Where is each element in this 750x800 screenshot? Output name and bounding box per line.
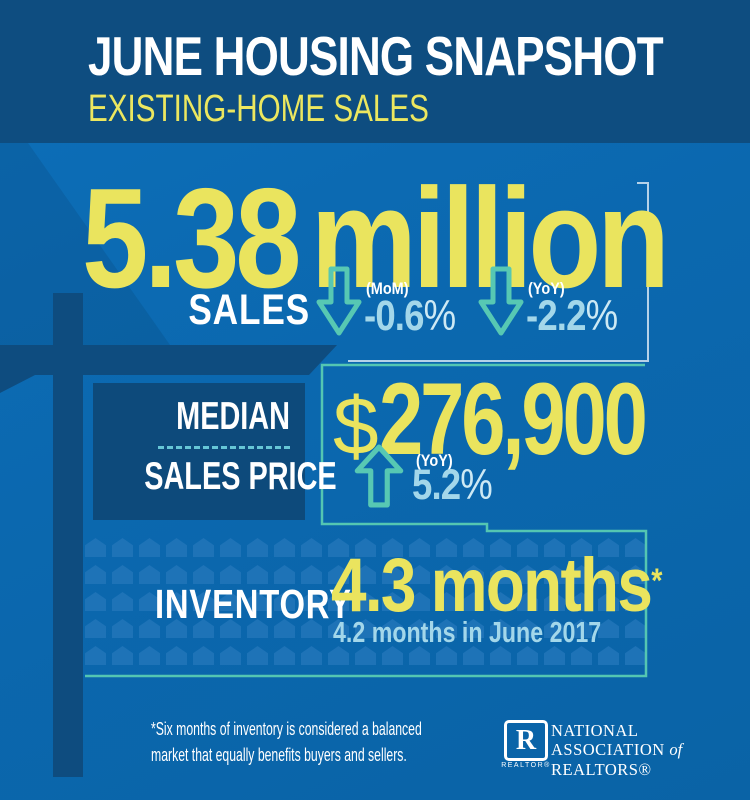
median-price-card: MEDIAN SALES PRICE — [93, 383, 337, 520]
house-icon — [85, 592, 106, 611]
median-yoy-number: 5.2 — [412, 461, 461, 509]
page-title: JUNE HOUSING SNAPSHOT — [88, 25, 664, 87]
house-icon — [301, 538, 322, 557]
realtor-logo-caption: REALTOR® — [501, 762, 551, 769]
house-icon — [139, 646, 160, 665]
house-icon — [112, 646, 133, 665]
sales-yoy-number: -2.2 — [526, 292, 586, 340]
house-icon — [139, 538, 160, 557]
org-line2-of: of — [669, 740, 683, 760]
percent-sign: % — [423, 292, 457, 340]
house-icon — [247, 646, 268, 665]
footnote-asterisk: * — [651, 562, 663, 601]
price-digits: 276,900 — [378, 362, 648, 476]
inventory-label: INVENTORY — [155, 581, 352, 627]
house-icon — [85, 565, 106, 584]
down-arrow-icon — [316, 266, 362, 336]
house-icon — [85, 646, 106, 665]
sales-number: 5.38 — [82, 159, 302, 318]
dashed-divider — [158, 445, 290, 449]
percent-sign: % — [460, 461, 493, 509]
house-icon — [166, 538, 187, 557]
median-yoy-value: 5.2% — [412, 461, 493, 509]
sales-value: 5.38million — [82, 168, 670, 310]
house-icon — [193, 646, 214, 665]
inventory-number: 4.3 months — [331, 543, 653, 628]
inventory-value: 4.3 months* — [331, 548, 662, 624]
disclaimer-line1: *Six months of inventory is considered a… — [151, 719, 422, 739]
house-icon — [625, 646, 646, 665]
house-icon — [112, 592, 133, 611]
sales-mom-value: -0.6% — [364, 292, 457, 340]
disclaimer: *Six months of inventory is considered a… — [151, 717, 422, 768]
median-price-value: $276,900 — [333, 368, 719, 474]
house-icon — [85, 619, 106, 638]
house-icon — [193, 538, 214, 557]
header: JUNE HOUSING SNAPSHOT EXISTING-HOME SALE… — [0, 0, 750, 143]
sales-unit: million — [310, 159, 670, 318]
house-icon — [112, 565, 133, 584]
percent-sign: % — [585, 292, 619, 340]
house-icon — [112, 538, 133, 557]
median-label-line2: SALES PRICE — [144, 454, 337, 498]
down-arrow-icon — [478, 266, 524, 336]
org-line1: NATIONAL — [551, 721, 639, 740]
house-icon — [85, 538, 106, 557]
median-label-line1: MEDIAN — [176, 395, 290, 438]
sign-post — [53, 293, 83, 777]
sales-mom-label: (MoM) — [366, 279, 409, 298]
house-icon — [247, 538, 268, 557]
org-line2: ASSOCIATION of — [551, 740, 682, 759]
sales-yoy-value: -2.2% — [526, 292, 619, 340]
sales-label: SALES — [188, 286, 310, 334]
median-yoy-label: (YoY) — [416, 451, 453, 470]
house-icon — [112, 619, 133, 638]
house-icon — [220, 646, 241, 665]
sales-yoy-label: (YoY) — [528, 279, 565, 298]
house-icon — [220, 538, 241, 557]
org-line2-text: ASSOCIATION — [551, 740, 665, 760]
org-name: NATIONAL ASSOCIATION of REALTORS® — [551, 721, 682, 779]
org-line3: REALTORS® — [551, 759, 652, 779]
inventory-comparison: 4.2 months in June 2017 — [333, 617, 602, 649]
house-icon — [274, 538, 295, 557]
realtor-logo: R — [504, 720, 548, 761]
house-icon — [301, 646, 322, 665]
sales-mom-number: -0.6 — [364, 292, 424, 340]
disclaimer-line2: market that equally benefits buyers and … — [151, 744, 407, 765]
house-icon — [274, 646, 295, 665]
page-subtitle: EXISTING-HOME SALES — [88, 88, 429, 130]
realtor-logo-letter: R — [515, 724, 537, 756]
up-arrow-icon — [354, 444, 404, 508]
house-icon — [166, 646, 187, 665]
